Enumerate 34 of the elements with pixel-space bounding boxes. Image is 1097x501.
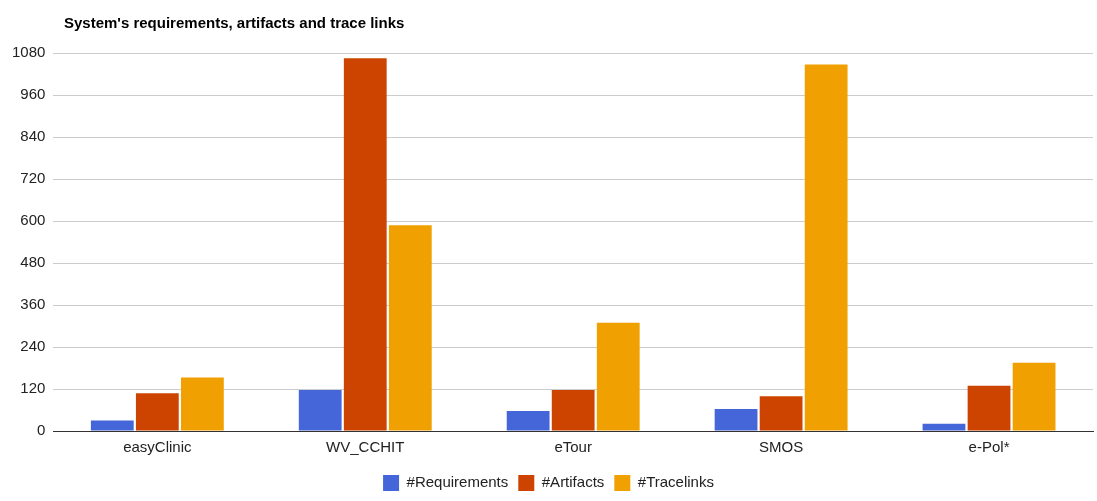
bar bbox=[180, 377, 224, 431]
y-tick-label: 720 bbox=[20, 169, 46, 187]
bar bbox=[922, 423, 966, 431]
y-tick-label: 600 bbox=[20, 211, 46, 229]
bar bbox=[506, 411, 550, 431]
y-tick-label: 480 bbox=[20, 253, 46, 271]
y-tick-label: 360 bbox=[20, 295, 46, 313]
x-tick-label: WV_CCHIT bbox=[326, 438, 405, 456]
x-tick-label: eTour bbox=[554, 438, 592, 456]
bar bbox=[596, 322, 640, 431]
bar bbox=[1012, 362, 1056, 431]
legend-label: #Requirements bbox=[406, 473, 509, 491]
y-tick-label: 1080 bbox=[11, 43, 46, 61]
y-tick-label: 120 bbox=[20, 379, 46, 397]
x-tick-label: e-Pol* bbox=[968, 438, 1010, 456]
y-tick-label: 0 bbox=[37, 421, 46, 439]
legend-label: #Tracelinks bbox=[637, 473, 714, 491]
bar bbox=[967, 385, 1011, 431]
bar bbox=[343, 58, 387, 431]
bar bbox=[388, 225, 432, 431]
bar bbox=[759, 396, 803, 431]
bar bbox=[298, 390, 342, 431]
y-tick-label: 960 bbox=[20, 85, 46, 103]
bar bbox=[135, 393, 179, 431]
bar bbox=[551, 390, 595, 431]
bar bbox=[90, 420, 134, 431]
y-tick-label: 840 bbox=[20, 127, 46, 145]
y-tick-label: 240 bbox=[20, 337, 46, 355]
bar bbox=[714, 408, 758, 431]
legend-label: #Artifacts bbox=[541, 473, 605, 491]
x-tick-label: easyClinic bbox=[123, 438, 193, 456]
x-tick-label: SMOS bbox=[759, 438, 804, 456]
bar bbox=[804, 64, 848, 431]
chart-title: System's requirements, artifacts and trace links bbox=[64, 14, 405, 31]
